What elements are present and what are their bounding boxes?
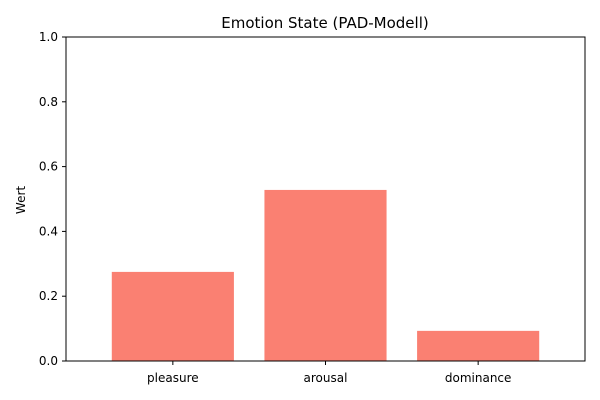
y-tick-label-3: 0.6: [39, 160, 58, 174]
x-axis-ticks: pleasure arousal dominance: [147, 361, 511, 385]
bar-arousal: [264, 189, 387, 361]
plot-frame: [65, 36, 586, 362]
y-tick-label-0: 0.0: [39, 354, 58, 368]
chart-title: Emotion State (PAD-Modell): [221, 14, 428, 32]
bar-pleasure: [111, 271, 234, 361]
x-tick-label-dominance: dominance: [445, 371, 512, 385]
bars-group: [111, 189, 540, 361]
y-tick-label-1: 0.2: [39, 289, 58, 303]
bar-dominance: [417, 330, 540, 361]
y-axis-label: Wert: [14, 186, 28, 214]
y-tick-label-4: 0.8: [39, 95, 58, 109]
x-tick-label-arousal: arousal: [304, 371, 348, 385]
y-tick-label-2: 0.4: [39, 224, 58, 238]
y-axis-ticks: 0.0 0.2 0.4 0.6 0.8 1.0: [39, 30, 66, 368]
x-tick-label-pleasure: pleasure: [147, 371, 199, 385]
y-tick-label-5: 1.0: [39, 30, 58, 44]
